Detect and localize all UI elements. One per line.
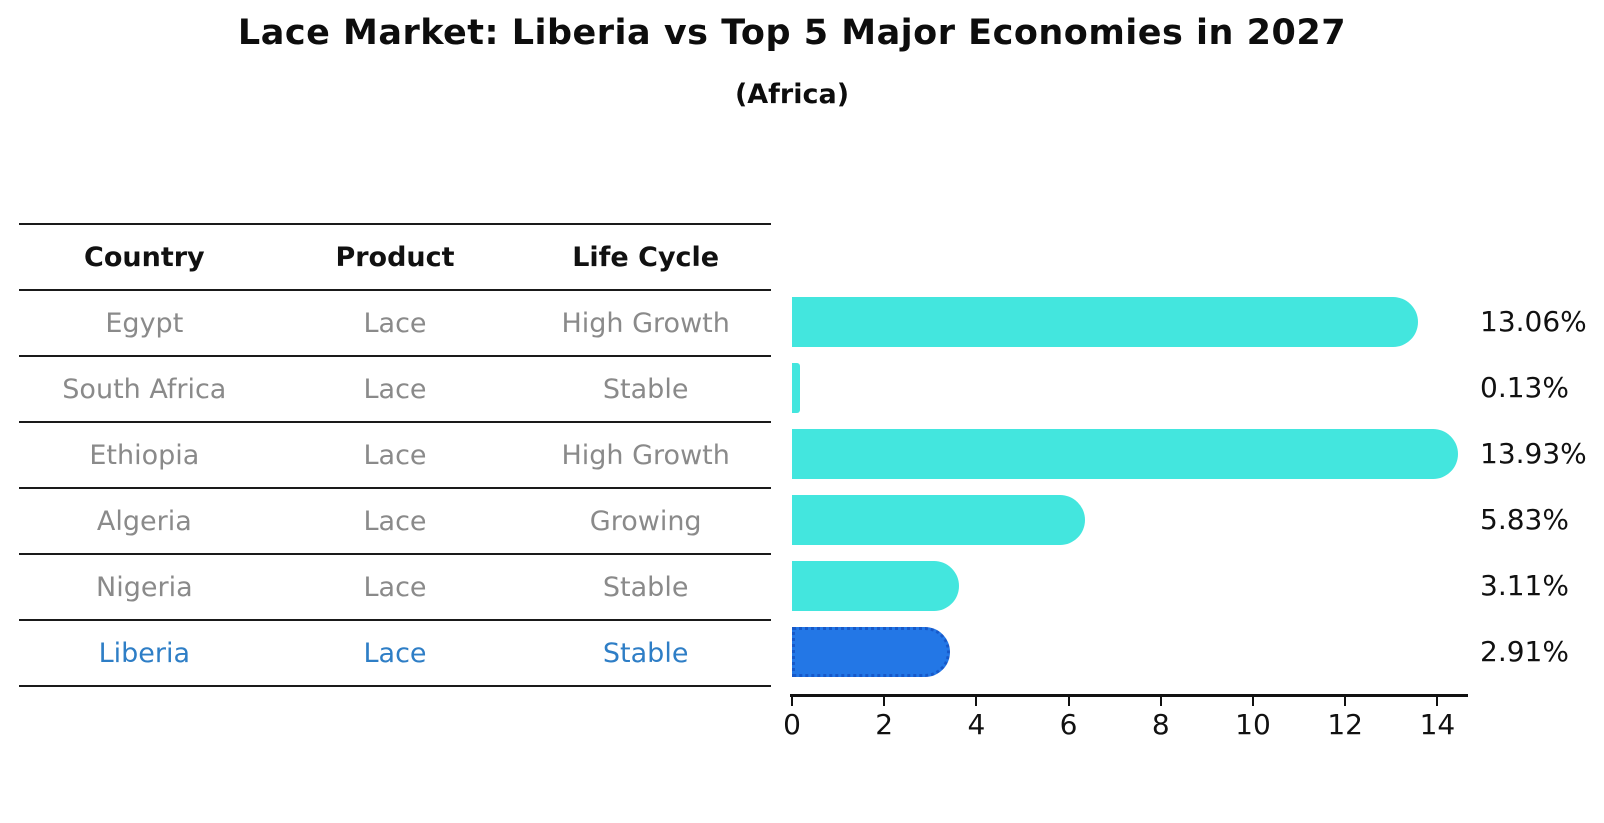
bar-ethiopia bbox=[792, 429, 1459, 479]
x-tick-label-4: 4 bbox=[967, 708, 986, 741]
table-cell-life-cycle: Growing bbox=[589, 505, 702, 537]
value-label-algeria: 5.83% bbox=[1480, 503, 1569, 536]
x-tick-10 bbox=[1252, 697, 1254, 706]
column-header-country: Country bbox=[84, 241, 205, 273]
table-row-algeria: Algeria Lace Growing bbox=[19, 489, 771, 555]
table-row-liberia: Liberia Lace Stable bbox=[19, 621, 771, 687]
bar-algeria bbox=[792, 495, 1085, 545]
table-cell-product: Lace bbox=[363, 637, 427, 669]
bar-nigeria bbox=[792, 561, 960, 611]
table-cell-product: Lace bbox=[363, 439, 427, 471]
column-header-product: Product bbox=[335, 241, 455, 273]
x-tick-12 bbox=[1344, 697, 1347, 706]
table-cell-product: Lace bbox=[363, 505, 427, 537]
x-tick-label-6: 6 bbox=[1059, 708, 1078, 741]
value-label-south-africa: 0.13% bbox=[1480, 371, 1569, 404]
table-row-ethiopia: Ethiopia Lace High Growth bbox=[19, 423, 771, 489]
x-axis-line bbox=[790, 694, 1468, 697]
x-tick-label-14: 14 bbox=[1419, 708, 1456, 741]
bar-egypt bbox=[792, 297, 1419, 347]
table-cell-life-cycle: High Growth bbox=[561, 439, 730, 471]
table-header-row: Country Product Life Cycle bbox=[19, 225, 771, 291]
value-label-nigeria: 3.11% bbox=[1480, 569, 1569, 602]
x-tick-14 bbox=[1436, 697, 1439, 706]
x-tick-label-12: 12 bbox=[1327, 708, 1363, 741]
table-cell-product: Lace bbox=[363, 307, 427, 339]
value-label-egypt: 13.06% bbox=[1480, 305, 1587, 338]
x-tick-0 bbox=[791, 697, 793, 706]
table-cell-life-cycle: Stable bbox=[602, 637, 689, 669]
column-header-life-cycle: Life Cycle bbox=[572, 241, 720, 273]
x-tick-8 bbox=[1159, 697, 1162, 706]
bar-south-africa bbox=[792, 363, 800, 413]
table-cell-country: Ethiopia bbox=[89, 439, 200, 471]
table-cell-country: Algeria bbox=[96, 505, 192, 537]
table-cell-country: South Africa bbox=[62, 373, 227, 405]
table-cell-country: Liberia bbox=[98, 637, 191, 669]
bar-liberia bbox=[792, 627, 951, 677]
x-tick-label-10: 10 bbox=[1235, 708, 1271, 741]
table-cell-country: Nigeria bbox=[96, 571, 193, 603]
value-label-ethiopia: 13.93% bbox=[1480, 437, 1587, 470]
table-row-south-africa: South Africa Lace Stable bbox=[19, 357, 771, 423]
chart-subtitle: (Africa) bbox=[734, 79, 850, 110]
x-tick-label-8: 8 bbox=[1151, 708, 1170, 741]
x-tick-label-2: 2 bbox=[875, 708, 894, 741]
table-cell-life-cycle: High Growth bbox=[561, 307, 730, 339]
table-cell-product: Lace bbox=[363, 571, 427, 603]
table-cell-product: Lace bbox=[363, 373, 427, 405]
x-tick-4 bbox=[975, 697, 978, 706]
table-row-nigeria: Nigeria Lace Stable bbox=[19, 555, 771, 621]
table-cell-life-cycle: Stable bbox=[602, 373, 689, 405]
country-table: Country Product Life Cycle Egypt Lace High Gr… bbox=[19, 223, 771, 687]
x-tick-2 bbox=[883, 697, 886, 706]
table-row-egypt: Egypt Lace High Growth bbox=[19, 291, 771, 357]
value-label-liberia: 2.91% bbox=[1480, 635, 1569, 668]
chart-title: Lace Market: Liberia vs Top 5 Major Econ… bbox=[237, 13, 1347, 53]
table-cell-life-cycle: Stable bbox=[602, 571, 689, 603]
table-cell-country: Egypt bbox=[105, 307, 184, 339]
x-tick-label-0: 0 bbox=[783, 708, 801, 741]
x-tick-6 bbox=[1067, 697, 1070, 706]
